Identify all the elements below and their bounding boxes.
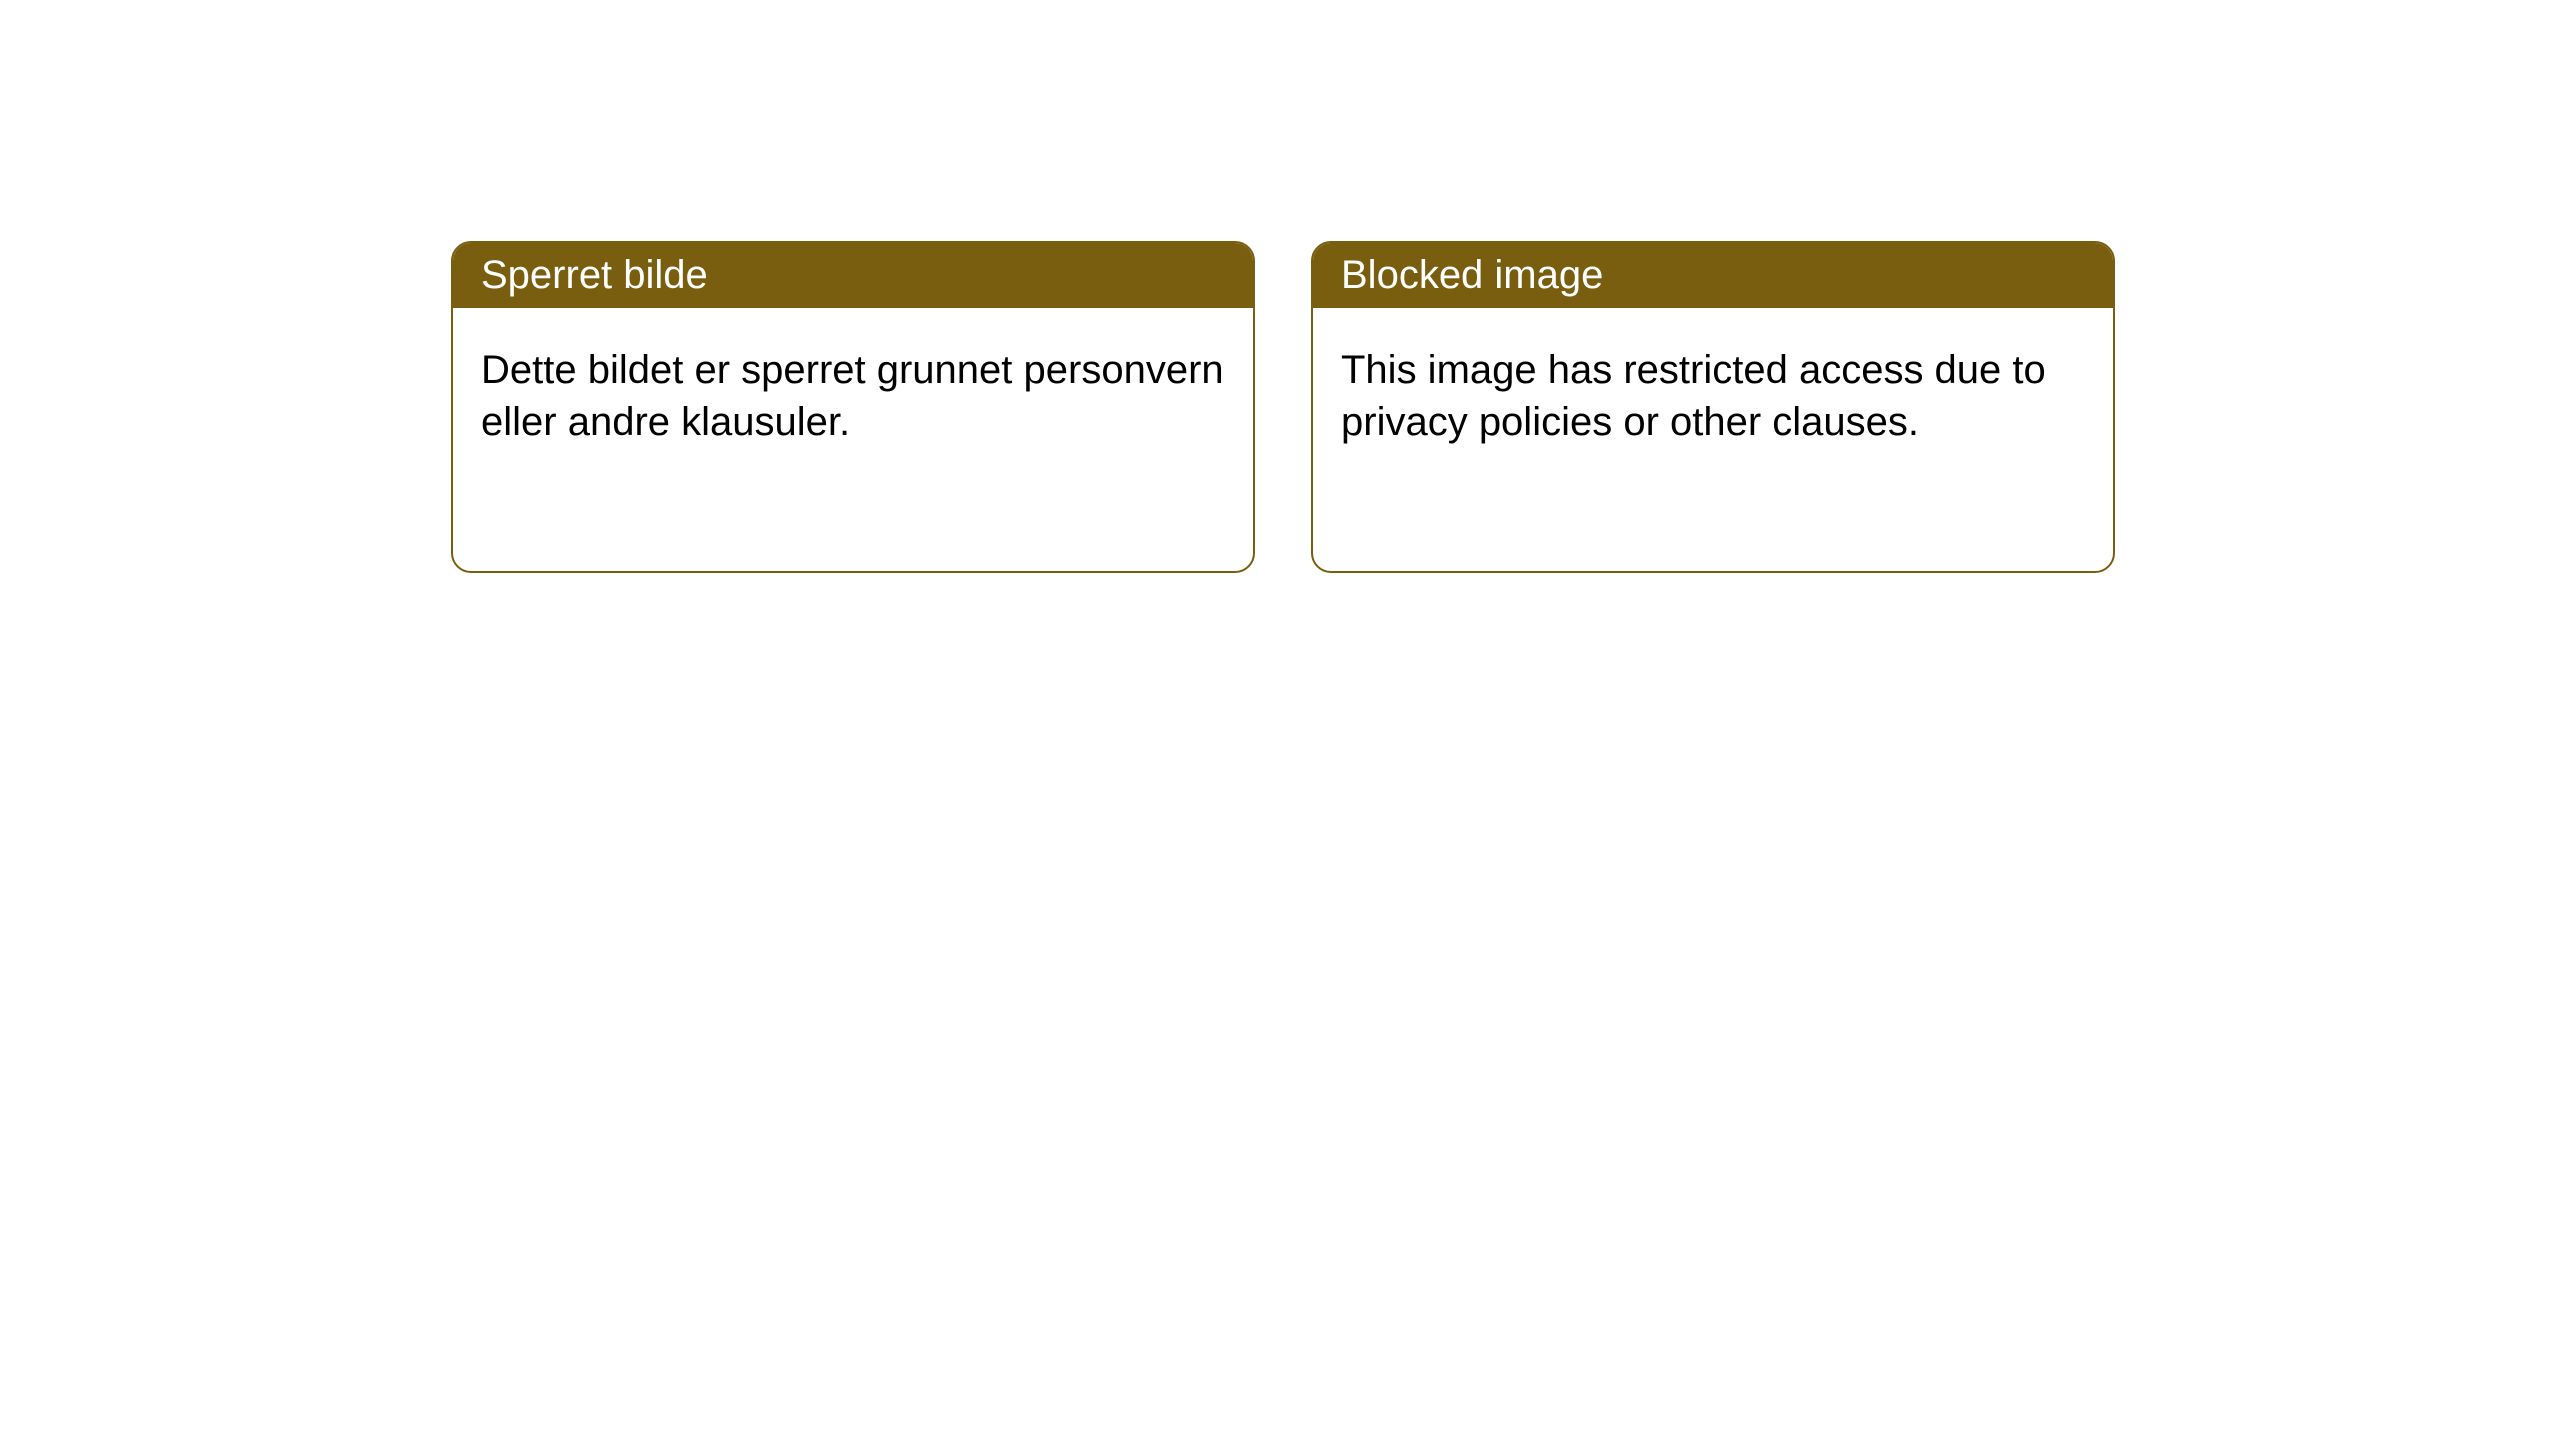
notice-text-norwegian: Dette bildet er sperret grunnet personve…: [481, 348, 1224, 444]
notice-card-english: Blocked image This image has restricted …: [1311, 241, 2115, 573]
notice-card-norwegian: Sperret bilde Dette bildet er sperret gr…: [451, 241, 1255, 573]
notice-body-english: This image has restricted access due to …: [1313, 308, 2113, 484]
notice-header-norwegian: Sperret bilde: [453, 243, 1253, 308]
notice-body-norwegian: Dette bildet er sperret grunnet personve…: [453, 308, 1253, 484]
notice-title-norwegian: Sperret bilde: [481, 253, 708, 297]
notice-header-english: Blocked image: [1313, 243, 2113, 308]
notice-text-english: This image has restricted access due to …: [1341, 348, 2046, 444]
notice-title-english: Blocked image: [1341, 253, 1603, 297]
notice-container: Sperret bilde Dette bildet er sperret gr…: [0, 0, 2560, 573]
